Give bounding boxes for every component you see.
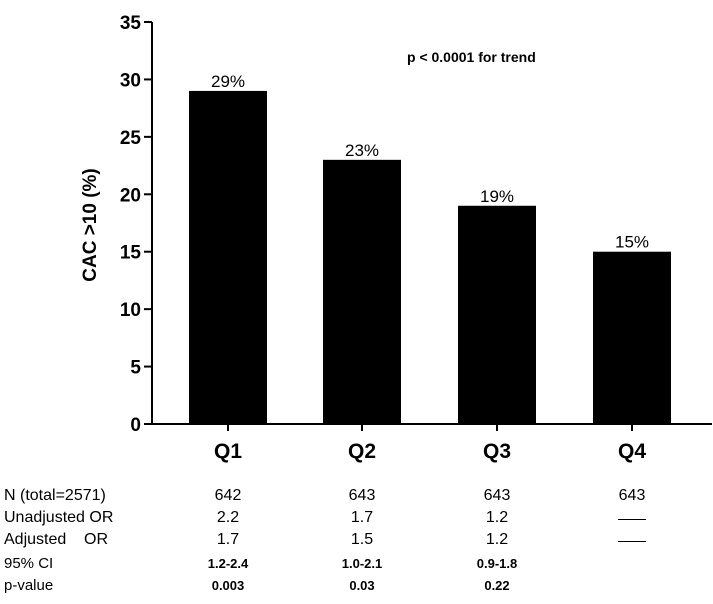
stats-cell: 1.0-2.1 (341, 556, 383, 571)
dash-placeholder (582, 530, 682, 550)
stats-row: 95% CI 1.2-2.4 1.0-2.1 0.9-1.8 (0, 554, 713, 574)
stats-cell: 1.7 (350, 509, 374, 526)
stats-cell: 1.2 (485, 531, 509, 548)
stats-cell: 0.03 (349, 578, 375, 593)
stats-cell: 643 (483, 487, 511, 504)
y-tick-label: 5 (130, 358, 141, 379)
data-label: 19% (480, 187, 514, 206)
y-tick-label: 35 (120, 13, 142, 34)
bar (593, 251, 671, 424)
stats-row-label: Adjusted OR (4, 531, 109, 548)
data-label: 29% (211, 72, 245, 91)
stats-cell: 1.5 (350, 531, 374, 548)
y-tick-label: 20 (120, 185, 141, 206)
category-label: Q1 (214, 440, 242, 463)
stats-row: p-value 0.003 0.03 0.22 (0, 576, 713, 596)
bar (189, 90, 267, 425)
stats-cell: 1.2-2.4 (207, 556, 249, 571)
chart-axes: 0 5 10 15 20 25 30 35 Q1 Q2 Q3 Q4 (120, 13, 712, 463)
stats-cell: 0.22 (484, 578, 510, 593)
stats-cell: 1.7 (216, 531, 240, 548)
stats-row: Unadjusted OR 2.2 1.7 1.2 (0, 508, 713, 528)
data-label: 15% (615, 233, 649, 252)
stats-cell: 0.9-1.8 (476, 556, 518, 571)
stats-row: N (total=2571) 642 643 643 643 (0, 486, 713, 506)
stats-cell: 2.2 (216, 509, 240, 526)
stats-row-label: Unadjusted OR (4, 509, 114, 526)
data-label: 23% (345, 141, 379, 160)
y-tick-label: 15 (120, 243, 142, 264)
stats-table: N (total=2571) 642 643 643 643 Unadjusted OR 2… (0, 486, 713, 604)
bar (323, 159, 401, 425)
dash-line (618, 519, 646, 521)
stats-row-label: p-value (4, 577, 54, 594)
bar-chart: 0 5 10 15 20 25 30 35 Q1 Q2 Q3 Q4 29% 23% 19% 15% CAC … (80, 13, 712, 463)
trend-annotation: p < 0.0001 for trend (407, 49, 536, 65)
category-label: Q2 (348, 440, 376, 463)
stats-row-label: N (total=2571) (4, 487, 106, 504)
dash-placeholder (582, 508, 682, 528)
stats-row-label: 95% CI (4, 555, 54, 572)
stats-row: Adjusted OR 1.7 1.5 1.2 (0, 530, 713, 550)
category-label: Q4 (618, 440, 646, 463)
stats-cell: 1.2 (485, 509, 509, 526)
y-axis-label: CAC >10 (%) (80, 168, 101, 282)
stats-cell: 642 (214, 487, 242, 504)
y-tick-label: 0 (130, 415, 141, 436)
y-tick-label: 25 (120, 128, 142, 149)
chart-bars: 29% 23% 19% 15% (189, 72, 671, 425)
y-tick-label: 10 (120, 300, 141, 321)
stats-cell: 643 (348, 487, 376, 504)
y-tick-label: 30 (120, 70, 141, 91)
category-label: Q3 (483, 440, 511, 463)
dash-line (618, 541, 646, 543)
stats-cell: 643 (618, 487, 646, 504)
stats-cell: 0.003 (211, 578, 245, 593)
bar (458, 205, 536, 424)
